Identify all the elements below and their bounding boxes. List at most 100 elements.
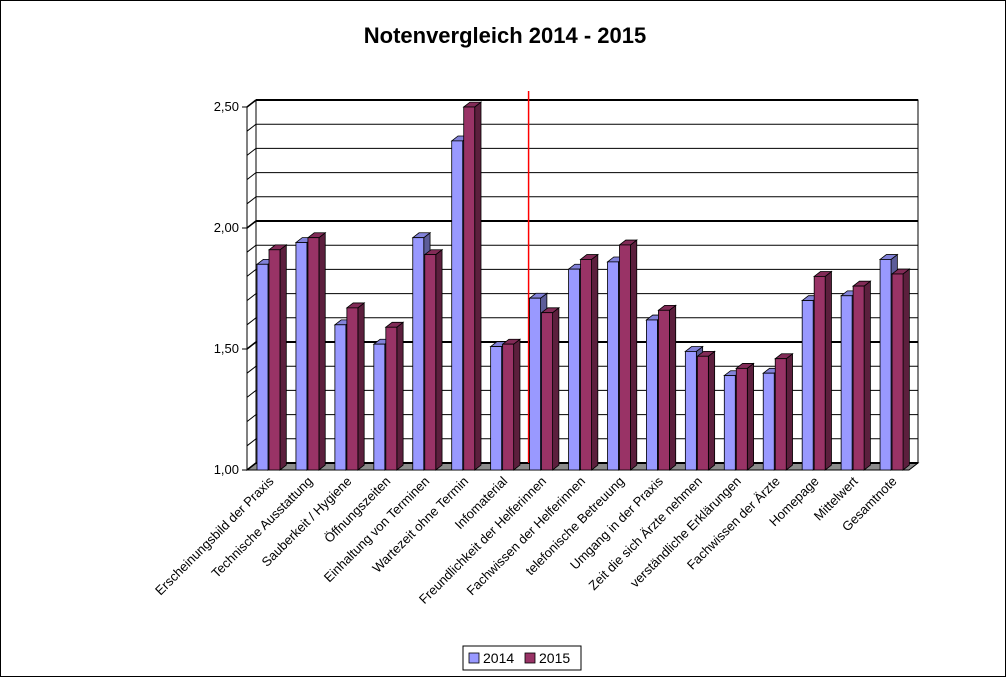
gridline-side [246,220,257,229]
bar-side [396,321,404,471]
gridline-side [246,317,257,326]
legend-box [462,645,582,671]
bar-2015 [267,244,288,471]
bar-front [852,285,865,471]
bar-front [801,300,814,471]
bar-2015 [462,101,483,471]
bar-side [746,362,754,471]
bar-side [902,268,910,471]
gridline-side [246,172,257,180]
bar-2015 [813,270,833,471]
bar-side [513,338,521,471]
legend-label-2015: 2015 [539,650,570,666]
bar-front [684,351,697,471]
gridline-side [246,438,257,447]
bar-side [279,244,287,471]
ticks-layer: 1,00 1,50 2,00 2,50 [214,99,247,477]
bar-front [658,309,670,471]
bar-front [295,242,308,471]
y-tick-label: 2,50 [214,99,239,114]
bar-side [785,352,793,471]
bar-side [591,253,599,471]
bar-side [552,306,560,471]
bar-2015 [501,338,522,471]
bar-front [762,372,775,471]
y-tick-label: 1,50 [214,341,239,356]
bar-2015 [851,280,872,471]
gridline-side [246,269,257,277]
bar-2015 [345,302,366,471]
gridline-side [246,414,257,422]
gridline-side [246,462,257,471]
bar-front [607,261,619,471]
bars-layer [255,101,911,471]
bar-side [630,239,638,471]
bar-side [357,302,365,471]
y-tick-label: 1,00 [214,462,239,477]
bar-front [619,244,631,471]
bar-side [318,231,326,471]
bar-front [840,295,853,471]
bar-front [490,346,503,471]
bar-side [669,304,677,471]
legend-swatch-2015 [524,652,536,664]
bar-front [334,324,347,471]
bar-2015 [306,231,327,471]
bar-front [774,358,787,471]
bar-front [541,312,553,471]
bar-side [435,248,443,471]
bar-side [863,280,871,471]
gridline-side [246,341,257,350]
bar-front [723,375,736,471]
gridline-side [246,244,257,253]
bar-2015 [774,352,794,471]
bar-front [529,297,541,471]
bar-front [463,106,476,471]
bar-front [451,140,464,471]
bar-2015 [890,268,911,471]
bar-2015 [423,248,444,471]
bar-2015 [735,362,755,471]
legend-label-2014: 2014 [483,650,514,666]
bar-front [879,259,892,471]
bar-side [474,101,482,471]
gridline-side [246,123,257,132]
legend: 2014 2015 [462,645,582,671]
bar-front [813,275,826,471]
bar-2015 [579,253,599,471]
bar-2015 [384,321,405,471]
gridline-side [246,196,257,205]
bar-front [735,367,748,471]
bar-front [580,259,592,471]
bar-front [646,319,658,471]
gridline-side [246,390,257,398]
bar-front [256,263,269,471]
chart-title: Notenvergleich 2014 - 2015 [364,23,646,48]
bar-2015 [696,350,716,471]
bar-2015 [618,239,638,471]
bar-front [424,254,437,471]
bar-front [568,268,580,471]
bar-front [891,273,904,471]
gridline-side [246,293,257,301]
bar-2015 [540,306,561,471]
bar-front [385,326,398,471]
bar-side [707,350,716,471]
bar-front [307,237,320,471]
bar-2015 [657,304,677,471]
bar-front [412,237,425,471]
gridline-side [246,365,257,374]
bar-front [268,249,281,471]
bar-front [502,343,515,471]
bar-front [373,343,386,471]
gridline-side [246,148,257,156]
gridline-side [246,99,257,108]
legend-swatch-2014 [468,652,480,664]
y-tick-label: 2,00 [214,220,239,235]
bar-front [346,307,359,471]
side-wall [246,98,257,472]
bar-front [696,355,709,471]
